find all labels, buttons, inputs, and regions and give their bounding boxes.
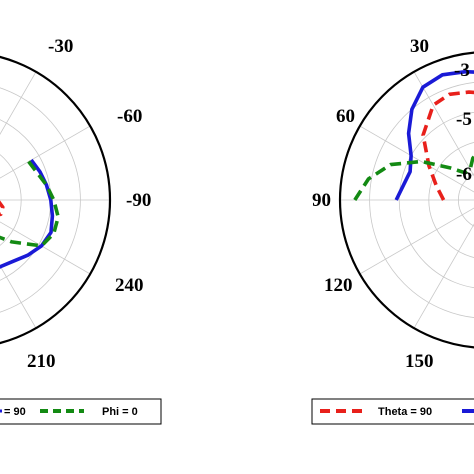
legend-label: = 90 [4, 406, 26, 418]
angle-label: 30 [410, 36, 429, 57]
angle-label: 240 [115, 275, 144, 296]
left-polar-plot: -30 -60 -90 240 210 [0, 36, 151, 372]
left-grid-spoke [0, 125, 91, 179]
right-radial-labels: -3 -5 -6 [454, 60, 472, 185]
legend-box [311, 398, 474, 425]
angle-label: 150 [405, 351, 434, 372]
angle-label: -90 [126, 190, 151, 211]
right-series-group [353, 69, 474, 201]
right-grid-spoke [413, 71, 474, 177]
angle-label: -60 [117, 106, 142, 127]
left-series-red-line [0, 200, 5, 217]
left-grid-spoke [0, 265, 37, 329]
left-series-group [0, 158, 61, 269]
right-grid-spoke [413, 223, 474, 329]
legend-label: Theta = 90 [378, 406, 432, 418]
left-legend: = 90 Phi = 0 [0, 398, 162, 425]
angle-label: 60 [336, 106, 355, 127]
right-legend: Theta = 90 [311, 398, 474, 425]
left-grid-spoke [0, 71, 37, 135]
radial-label: -5 [456, 109, 472, 130]
angle-label: 210 [27, 351, 56, 372]
angle-label: -30 [48, 36, 73, 57]
angle-label: 90 [312, 190, 331, 211]
right-polar-plot: 30 60 90 120 150 -3 -5 -6 [312, 36, 474, 372]
right-polar-grid [340, 71, 474, 329]
angle-label: 120 [324, 275, 353, 296]
left-grid-spoke [0, 221, 91, 275]
right-grid-spoke [359, 207, 474, 275]
radial-label: -6 [456, 164, 472, 185]
right-series-blue-line [394, 69, 474, 201]
legend-label: Phi = 0 [102, 406, 138, 418]
right-outer-circle [338, 51, 474, 349]
left-series-blue-line [0, 158, 55, 269]
left-angle-labels: -30 -60 -90 240 210 [27, 36, 151, 372]
right-angle-labels: 30 60 90 120 150 [312, 36, 434, 372]
radial-label: -3 [454, 60, 470, 81]
left-polar-grid [0, 71, 110, 329]
left-outer-circle [0, 55, 112, 345]
